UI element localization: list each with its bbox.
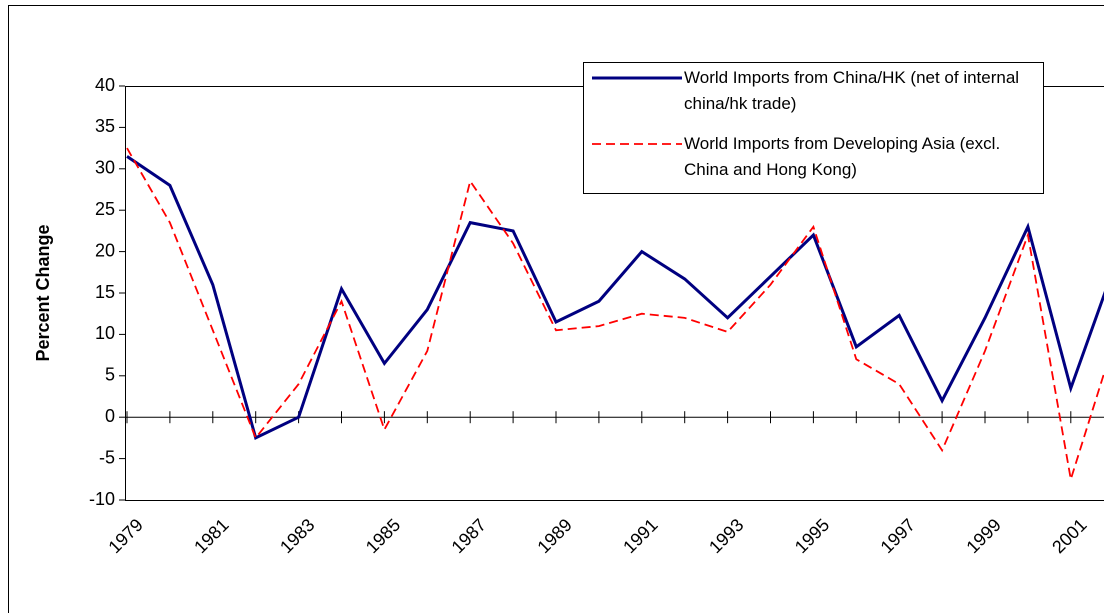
y-tick-label: -10: [89, 489, 115, 509]
x-tick-label: 1999: [962, 515, 1004, 557]
legend-entry: World Imports from Developing Asia (excl…: [684, 134, 1001, 179]
x-tick-label: 1985: [362, 515, 404, 557]
chart-frame: [8, 5, 1104, 613]
x-tick-label: 1987: [448, 515, 490, 557]
x-tick-label: 1989: [533, 515, 575, 557]
y-tick-label: 15: [95, 282, 115, 302]
x-tick-label: 2001: [1048, 515, 1090, 557]
legend-box: [583, 62, 1044, 194]
x-tick-label: 1983: [276, 515, 318, 557]
legend-label: World Imports from China/HK (net of inte…: [684, 68, 1020, 113]
y-axis-label: Percent Change: [33, 224, 53, 361]
y-tick-label: 35: [95, 116, 115, 136]
y-tick-label: 10: [95, 323, 115, 343]
x-tick-label: 1979: [104, 515, 146, 557]
x-tick-label: 1981: [190, 515, 232, 557]
legend-label: World Imports from Developing Asia (excl…: [684, 134, 1001, 179]
y-tick-label: 25: [95, 199, 115, 219]
y-tick-label: 0: [105, 406, 115, 426]
y-tick-label: 40: [95, 75, 115, 95]
x-tick-label: 1993: [705, 515, 747, 557]
y-tick-label: 30: [95, 158, 115, 178]
y-tick-label: 20: [95, 240, 115, 260]
legend-entry: World Imports from China/HK (net of inte…: [684, 68, 1020, 113]
y-tick-label: -5: [99, 447, 115, 467]
y-tick-label: 5: [105, 365, 115, 385]
x-tick-label: 1997: [877, 515, 919, 557]
x-tick-label: 1991: [619, 515, 661, 557]
x-tick-label: 1995: [791, 515, 833, 557]
series-line: [126, 155, 1104, 441]
